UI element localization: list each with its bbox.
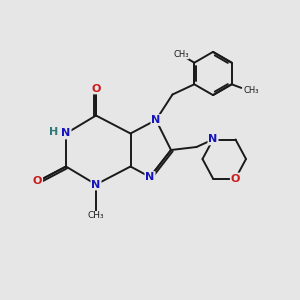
Text: O: O <box>231 173 240 184</box>
Text: N: N <box>152 115 160 125</box>
Text: N: N <box>146 172 154 182</box>
Text: CH₃: CH₃ <box>244 86 259 95</box>
Text: N: N <box>61 128 70 139</box>
Text: N: N <box>92 179 100 190</box>
Text: O: O <box>91 83 101 94</box>
Text: CH₃: CH₃ <box>88 212 104 220</box>
Text: N: N <box>208 134 217 145</box>
Text: H: H <box>49 127 58 137</box>
Text: CH₃: CH₃ <box>173 50 188 59</box>
Text: O: O <box>33 176 42 187</box>
